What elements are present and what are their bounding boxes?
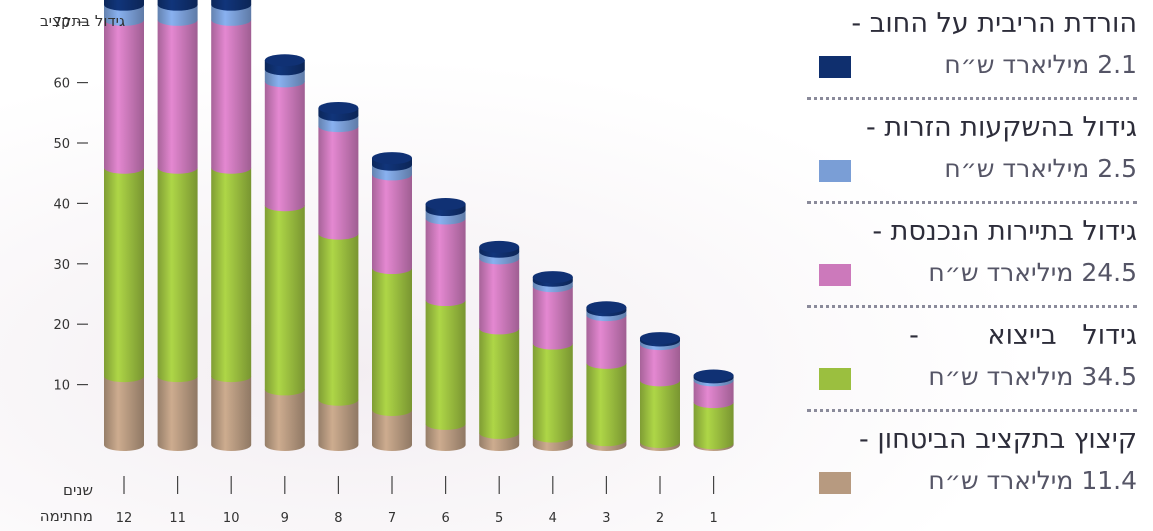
- bar-segment: [318, 399, 359, 452]
- bar-segment: [211, 19, 252, 174]
- bar-segment: [211, 376, 252, 452]
- x-tick-label: 4: [549, 511, 557, 526]
- y-tick-label: 30: [53, 258, 70, 273]
- bar-segment: [318, 233, 359, 406]
- legend-separator: [807, 201, 1137, 204]
- bar-segment: [693, 402, 734, 450]
- x-tick-label: 12: [116, 511, 133, 526]
- legend-swatch: [819, 472, 851, 494]
- legend-title: הורדת הריבית על החוב -: [851, 8, 1137, 39]
- y-tick-label: 20: [53, 318, 70, 333]
- bar-cap: [479, 240, 520, 253]
- y-tick-label: 10: [53, 379, 70, 394]
- x-axis-title-line1: שנים: [63, 481, 93, 499]
- x-tick-label: 11: [169, 511, 186, 526]
- legend-item-investment: גידול בהשקעות הזרות - 2.5 מיליארד ש״ח: [797, 104, 1137, 208]
- bar-segment: [104, 167, 144, 383]
- legend-item-export: גידול בייצוא - 34.5 מיליארד ש״ח: [797, 312, 1137, 416]
- bar-segment: [157, 19, 198, 174]
- bar-segment: [532, 286, 573, 350]
- bar-segment: [264, 205, 305, 396]
- bar-segment: [372, 409, 412, 451]
- bar-cap: [264, 54, 305, 67]
- x-tick-label: 8: [334, 511, 342, 526]
- bar-segment: [479, 258, 520, 335]
- bar-segment: [104, 376, 144, 451]
- bar-segment: [586, 315, 627, 369]
- legend-value: 24.5 מיליארד ש״ח: [928, 258, 1137, 287]
- bar-cap: [372, 152, 412, 165]
- bar-segment: [157, 167, 198, 383]
- bar-segment: [157, 376, 198, 451]
- x-tick-label: 10: [223, 511, 240, 526]
- bar-segment: [372, 174, 412, 275]
- y-tick-label: 70: [53, 16, 70, 31]
- y-tick-label: 40: [53, 197, 70, 212]
- bar-segment: [640, 344, 680, 387]
- x-tick-label: 2: [656, 511, 664, 526]
- bar-segment: [318, 126, 359, 240]
- bar-segment: [532, 343, 573, 443]
- bar-segment: [586, 362, 627, 447]
- legend-value: 2.1 מיליארד ש״ח: [944, 50, 1137, 79]
- x-tick-label: 9: [281, 511, 289, 526]
- x-tick-label: 6: [441, 511, 449, 526]
- bar-cap: [693, 369, 734, 382]
- bar-segment: [157, 0, 198, 11]
- bar-segment: [104, 4, 144, 26]
- legend: הורדת הריבית על החוב - 2.1 מיליארד ש״ח ג…: [795, 0, 1145, 531]
- legend-title: גידול בייצוא -: [909, 320, 1137, 351]
- bar-segment: [211, 4, 252, 26]
- x-tick-label: 5: [495, 511, 503, 526]
- bar-segment: [264, 389, 305, 452]
- y-tick-label: 50: [53, 137, 70, 152]
- bar-segment: [104, 19, 144, 174]
- legend-title: קיצוץ בתקציב הביטחון -: [859, 424, 1137, 455]
- bar-segment: [104, 0, 144, 11]
- bar-cap: [425, 198, 466, 211]
- legend-swatch: [819, 56, 851, 78]
- bar-cap: [640, 332, 680, 345]
- bar-segment: [425, 300, 466, 430]
- legend-value: 34.5 מיליארד ש״ח: [928, 362, 1137, 391]
- bar-segment: [425, 423, 466, 452]
- y-axis-title: גידול בתקציב: [40, 12, 126, 30]
- bar-cap: [586, 301, 627, 314]
- bar-segment: [264, 81, 305, 212]
- x-axis-title-line2: מחתימה: [39, 507, 93, 525]
- legend-separator: [807, 97, 1137, 100]
- legend-title: גידול בתיירות הנכנסת -: [872, 216, 1137, 247]
- legend-swatch: [819, 160, 851, 182]
- legend-item-tourism: גידול בתיירות הנכנסת - 24.5 מיליארד ש״ח: [797, 208, 1137, 312]
- bar-segment: [211, 0, 252, 11]
- legend-item-defense: קיצוץ בתקציב הביטחון - 11.4 מיליארד ש״ח: [797, 416, 1137, 520]
- x-tick-label: 3: [602, 511, 610, 526]
- legend-title: גידול בהשקעות הזרות -: [866, 112, 1137, 143]
- bar-segment: [211, 167, 252, 383]
- x-tick-label: 7: [388, 511, 396, 526]
- y-tick-label: 60: [53, 77, 70, 92]
- legend-value: 2.5 מיליארד ש״ח: [944, 154, 1137, 183]
- bar-cap: [532, 271, 573, 284]
- x-tick-label: 1: [709, 511, 717, 526]
- legend-value: 11.4 מיליארד ש״ח: [928, 466, 1137, 495]
- bar-segment: [372, 268, 412, 416]
- legend-swatch: [819, 264, 851, 286]
- legend-separator: [807, 305, 1137, 308]
- legend-separator: [807, 409, 1137, 412]
- legend-swatch: [819, 368, 851, 390]
- bar-segment: [693, 380, 734, 409]
- bar-segment: [157, 4, 198, 26]
- bar-segment: [479, 328, 520, 439]
- bar-segment: [425, 218, 466, 307]
- legend-item-interest: הורדת הריבית על החוב - 2.1 מיליארד ש״ח: [797, 0, 1137, 104]
- bar-segment: [640, 380, 680, 448]
- bar-cap: [318, 101, 359, 114]
